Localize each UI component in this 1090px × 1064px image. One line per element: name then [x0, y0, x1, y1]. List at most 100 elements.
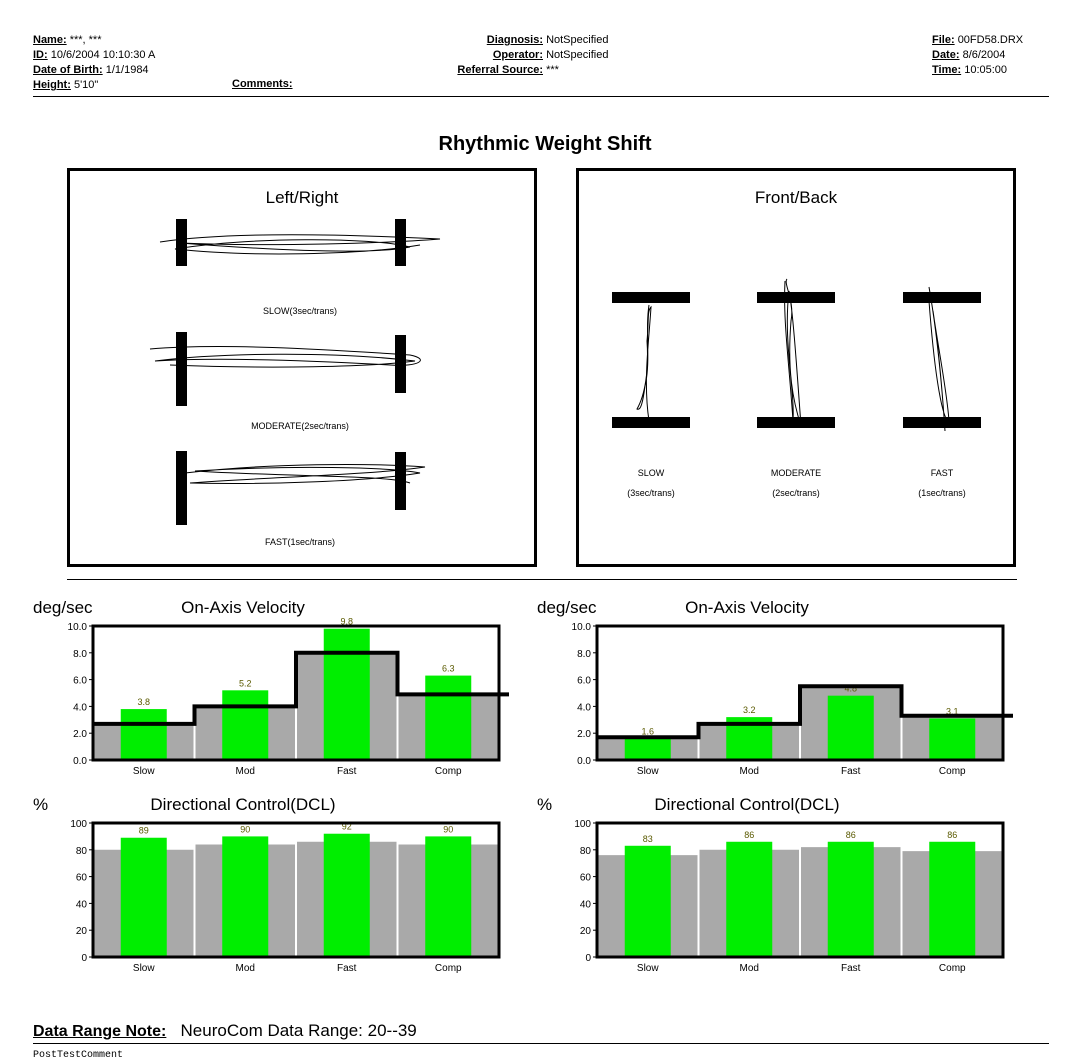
bar-value-label: 89: [139, 826, 149, 836]
bar-value-label: 4.8: [844, 684, 857, 694]
bar-value-label: 90: [443, 824, 453, 834]
bar-value-label: 3.1: [946, 706, 959, 716]
x-tick-label: Slow: [133, 766, 155, 777]
y-tick-label: 80: [76, 846, 88, 857]
y-tick-label: 8.0: [73, 649, 87, 660]
name-label: Name:: [33, 34, 67, 46]
dob-label: Date of Birth:: [33, 64, 103, 76]
y-axis-label: deg/sec: [33, 598, 93, 617]
bar-value-label: 3.2: [743, 705, 756, 715]
moderate-fb-trace: [784, 278, 802, 427]
referral-value: ***: [546, 64, 559, 76]
height-row: Height: 5'10": [33, 78, 155, 93]
dcl-chart-left: % Directional Control(DCL) 89 90 92 90 0 20 40 60…: [33, 794, 503, 989]
x-tick-label: Slow: [637, 766, 659, 777]
chart-title: Directional Control(DCL): [150, 795, 335, 814]
y-axis-label: %: [33, 795, 48, 814]
bar-value-label: 6.3: [442, 664, 455, 674]
y-tick-label: 20: [76, 926, 88, 937]
bar-fast: [323, 833, 370, 957]
y-tick-label: 2.0: [577, 729, 591, 740]
dob-value: 1/1/1984: [105, 64, 149, 76]
y-tick-label: 0.0: [73, 756, 87, 767]
front-target-bar: [757, 292, 835, 303]
y-tick-label: 60: [580, 873, 592, 884]
footer-rule: [33, 1043, 1049, 1044]
front-back-panel: Front/Back SLOW (3sec/trans) MODERATE (2se…: [576, 168, 1016, 567]
y-tick-label: 10.0: [68, 622, 88, 633]
x-tick-label: Mod: [236, 963, 255, 974]
operator-label: Operator:: [492, 49, 543, 61]
back-target-bar: [612, 417, 690, 428]
chart-title: On-Axis Velocity: [181, 598, 305, 617]
bar-value-label: 3.8: [137, 697, 150, 707]
x-tick-label: Comp: [939, 766, 966, 777]
chart-title: Directional Control(DCL): [654, 795, 839, 814]
id-value: 10/6/2004 10:10:30 A: [50, 49, 156, 61]
y-axis-label: deg/sec: [537, 598, 597, 617]
operator-row: Operator: NotSpecified: [380, 48, 640, 63]
upper-limit-line: [597, 684, 1013, 740]
y-tick-label: 2.0: [73, 729, 87, 740]
note-label: Data Range Note:: [33, 1023, 167, 1040]
comments-label: Comments:: [232, 78, 293, 90]
moderate-lr-caption: MODERATE(2sec/trans): [251, 421, 349, 431]
slow-lr-trace: [159, 234, 441, 255]
time-label: Time:: [932, 64, 962, 76]
x-tick-label: Fast: [337, 766, 357, 777]
left-target-bar: [176, 451, 187, 525]
bar-value-label: 9.8: [340, 617, 353, 627]
bar-value-label: 1.6: [641, 727, 654, 737]
name-row: Name: ***, ***: [33, 33, 155, 48]
bar-value-label: 5.2: [239, 678, 252, 688]
bar-comp: [425, 675, 472, 760]
bar-slow: [120, 709, 167, 760]
x-tick-label: Mod: [740, 766, 759, 777]
bar-value-label: 86: [846, 830, 856, 840]
y-tick-label: 40: [580, 899, 592, 910]
left-target-bar: [176, 332, 187, 406]
y-axis-label: %: [537, 795, 552, 814]
y-tick-label: 60: [76, 873, 88, 884]
date-label: Date:: [932, 49, 960, 61]
x-tick-label: Comp: [435, 766, 462, 777]
y-tick-label: 6.0: [73, 676, 87, 687]
slow-fb-trace: [636, 304, 652, 422]
moderate-fb-caption-line1: MODERATE: [770, 468, 822, 478]
y-tick-label: 100: [574, 819, 591, 830]
bar-mod: [222, 690, 269, 760]
bar-slow: [120, 837, 167, 957]
plot-frame: [595, 624, 1005, 762]
x-tick-label: Fast: [841, 963, 861, 974]
y-tick-label: 0: [585, 953, 591, 964]
file-info: File: 00FD58.DRX Date: 8/6/2004 Time: 10…: [932, 33, 1023, 78]
diagnosis-value: NotSpecified: [546, 34, 609, 46]
moderate-lr-trace: [149, 346, 421, 368]
bar-value-label: 86: [947, 830, 957, 840]
back-target-bar: [903, 417, 981, 428]
time-value: 10:05:00: [964, 64, 1008, 76]
front-back-title: Front/Back: [754, 188, 838, 207]
time-row: Time: 10:05:00: [932, 63, 1023, 78]
file-row: File: 00FD58.DRX: [932, 33, 1023, 48]
front-target-bar: [903, 292, 981, 303]
fast-lr-caption: FAST(1sec/trans): [264, 537, 336, 547]
x-tick-label: Slow: [637, 963, 659, 974]
patient-info: Name: ***, *** ID: 10/6/2004 10:10:30 A …: [33, 33, 155, 93]
chart-title: On-Axis Velocity: [685, 598, 809, 617]
bar-fast: [827, 841, 874, 957]
y-tick-label: 80: [580, 846, 592, 857]
bar-mod: [726, 841, 773, 957]
plot-frame: [91, 624, 501, 762]
bar-value-label: 92: [342, 822, 352, 832]
bar-slow: [624, 738, 671, 760]
left-right-panel: Left/Right SLOW(3sec/trans) MODERATE(2se…: [67, 168, 537, 567]
referral-label: Referral Source:: [457, 64, 543, 76]
dob-row: Date of Birth: 1/1/1984: [33, 63, 155, 78]
page-title: Rhythmic Weight Shift: [438, 133, 652, 155]
y-tick-label: 100: [70, 819, 87, 830]
velocity-chart-right: deg/sec On-Axis Velocity 1.6 3.2 4.8 3.1 0.0 2.…: [537, 597, 1013, 792]
bar-fast: [323, 628, 370, 760]
y-tick-label: 4.0: [73, 702, 87, 713]
bar-mod: [222, 836, 269, 957]
